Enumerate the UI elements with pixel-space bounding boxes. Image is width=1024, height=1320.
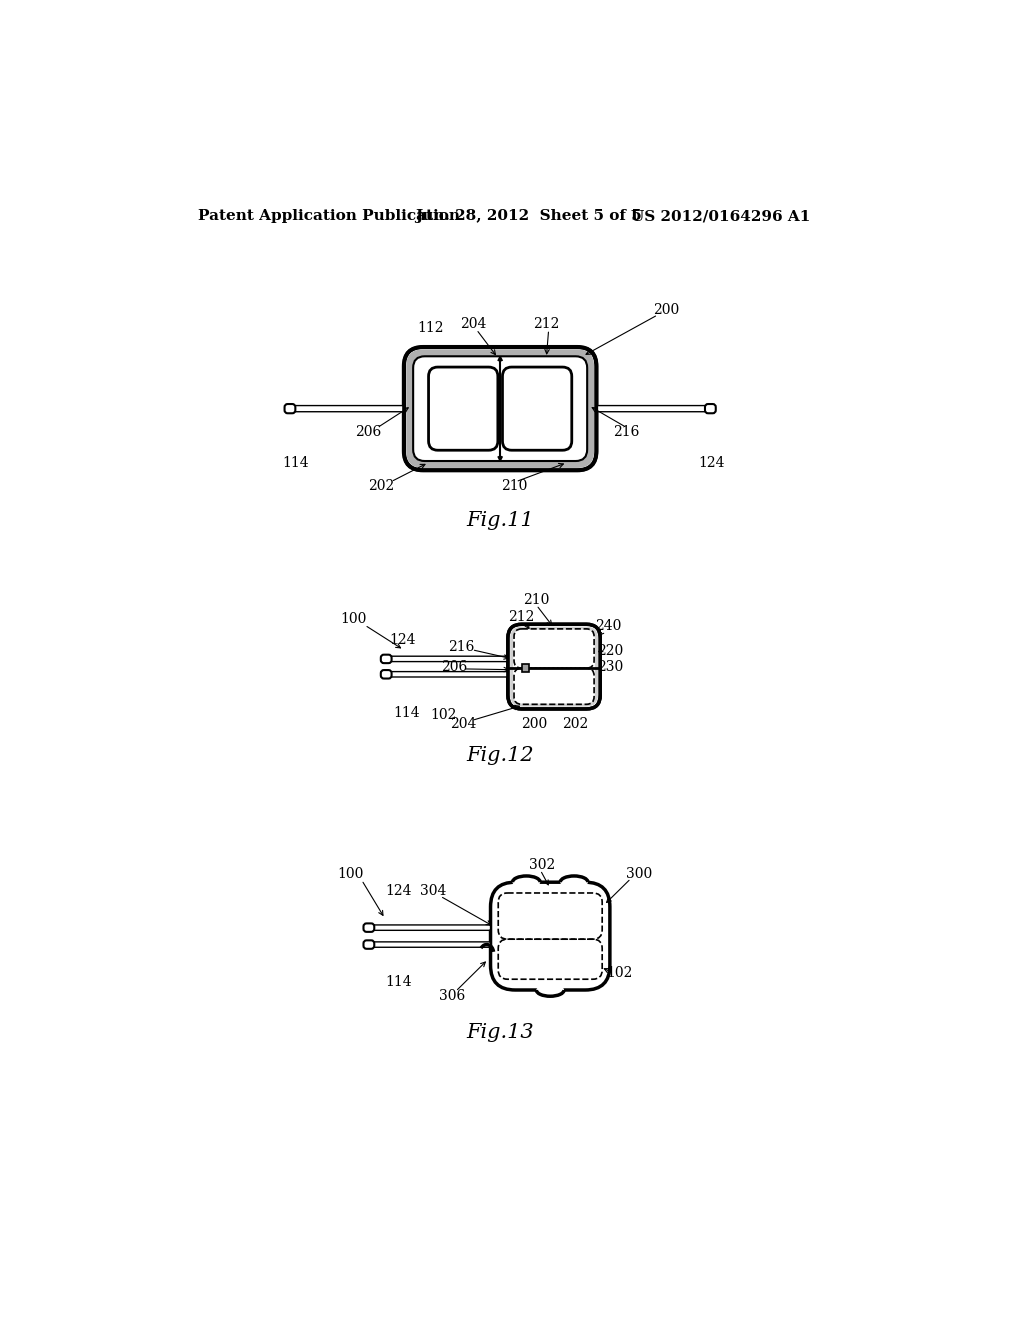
FancyBboxPatch shape	[596, 405, 708, 412]
FancyBboxPatch shape	[285, 404, 295, 413]
Ellipse shape	[560, 876, 588, 888]
FancyBboxPatch shape	[364, 924, 374, 932]
Text: Fig.11: Fig.11	[466, 511, 534, 529]
Text: 200: 200	[521, 717, 547, 731]
Text: 210: 210	[523, 594, 550, 607]
FancyBboxPatch shape	[413, 356, 587, 461]
Text: 306: 306	[439, 989, 466, 1003]
Text: 204: 204	[460, 317, 486, 331]
Ellipse shape	[537, 985, 564, 995]
FancyBboxPatch shape	[490, 882, 610, 990]
FancyBboxPatch shape	[403, 347, 596, 470]
Text: 200: 200	[653, 304, 680, 317]
Text: 212: 212	[508, 610, 535, 623]
Text: 100: 100	[337, 867, 364, 882]
Text: 112: 112	[418, 321, 444, 335]
FancyBboxPatch shape	[510, 627, 598, 706]
Text: 304: 304	[420, 884, 446, 899]
FancyBboxPatch shape	[364, 940, 374, 949]
Text: Fig.12: Fig.12	[466, 746, 534, 764]
Text: 230: 230	[597, 660, 624, 673]
Text: 100: 100	[341, 612, 367, 626]
FancyBboxPatch shape	[429, 367, 498, 450]
FancyBboxPatch shape	[513, 630, 595, 704]
Text: 102: 102	[606, 966, 633, 979]
FancyBboxPatch shape	[371, 925, 490, 931]
FancyBboxPatch shape	[705, 404, 716, 413]
Text: Patent Application Publication: Patent Application Publication	[199, 209, 461, 223]
Text: Jun. 28, 2012  Sheet 5 of 5: Jun. 28, 2012 Sheet 5 of 5	[416, 209, 642, 223]
Text: 102: 102	[431, 708, 457, 722]
Text: 124: 124	[385, 884, 412, 899]
Text: 240: 240	[595, 619, 622, 632]
FancyBboxPatch shape	[388, 656, 508, 661]
FancyBboxPatch shape	[381, 655, 391, 663]
FancyBboxPatch shape	[388, 672, 508, 677]
Ellipse shape	[512, 876, 541, 888]
Text: 114: 114	[283, 455, 309, 470]
Text: 202: 202	[368, 479, 394, 492]
Text: 212: 212	[534, 317, 559, 331]
Bar	[521, 664, 529, 672]
Text: 124: 124	[389, 632, 416, 647]
Text: 124: 124	[698, 455, 725, 470]
FancyBboxPatch shape	[381, 671, 391, 678]
Text: US 2012/0164296 A1: US 2012/0164296 A1	[631, 209, 810, 223]
Text: 204: 204	[450, 717, 476, 731]
Text: 114: 114	[385, 975, 412, 989]
FancyBboxPatch shape	[371, 942, 490, 948]
FancyBboxPatch shape	[407, 350, 594, 469]
Text: 210: 210	[501, 479, 527, 492]
Text: 216: 216	[613, 425, 640, 438]
Text: 302: 302	[529, 858, 556, 873]
Text: 206: 206	[441, 660, 467, 673]
Text: 220: 220	[597, 644, 624, 659]
Text: 114: 114	[393, 706, 420, 719]
FancyBboxPatch shape	[503, 367, 571, 450]
Text: Fig.13: Fig.13	[466, 1023, 534, 1041]
FancyBboxPatch shape	[508, 624, 600, 709]
Text: 216: 216	[449, 640, 475, 655]
Text: 206: 206	[354, 425, 381, 438]
Text: 202: 202	[562, 717, 589, 731]
Text: 300: 300	[626, 867, 652, 882]
FancyBboxPatch shape	[292, 405, 403, 412]
